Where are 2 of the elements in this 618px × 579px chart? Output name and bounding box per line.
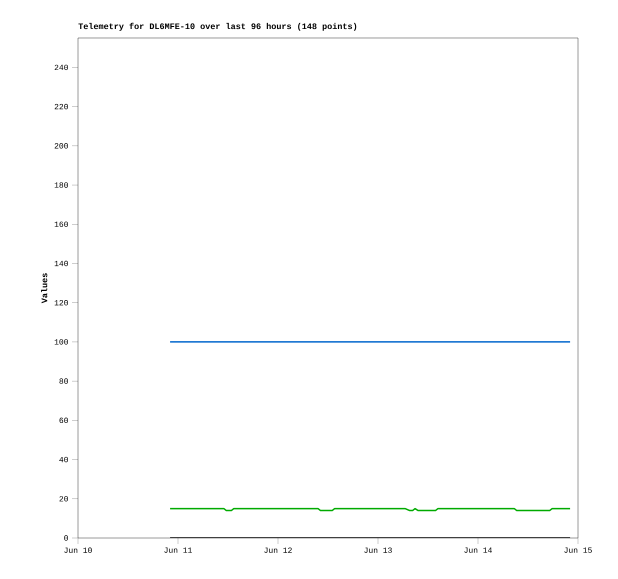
chart-title: Telemetry for DL6MFE-10 over last 96 hours (148 points) bbox=[78, 22, 356, 31]
y-axis-title: Values bbox=[41, 273, 48, 304]
